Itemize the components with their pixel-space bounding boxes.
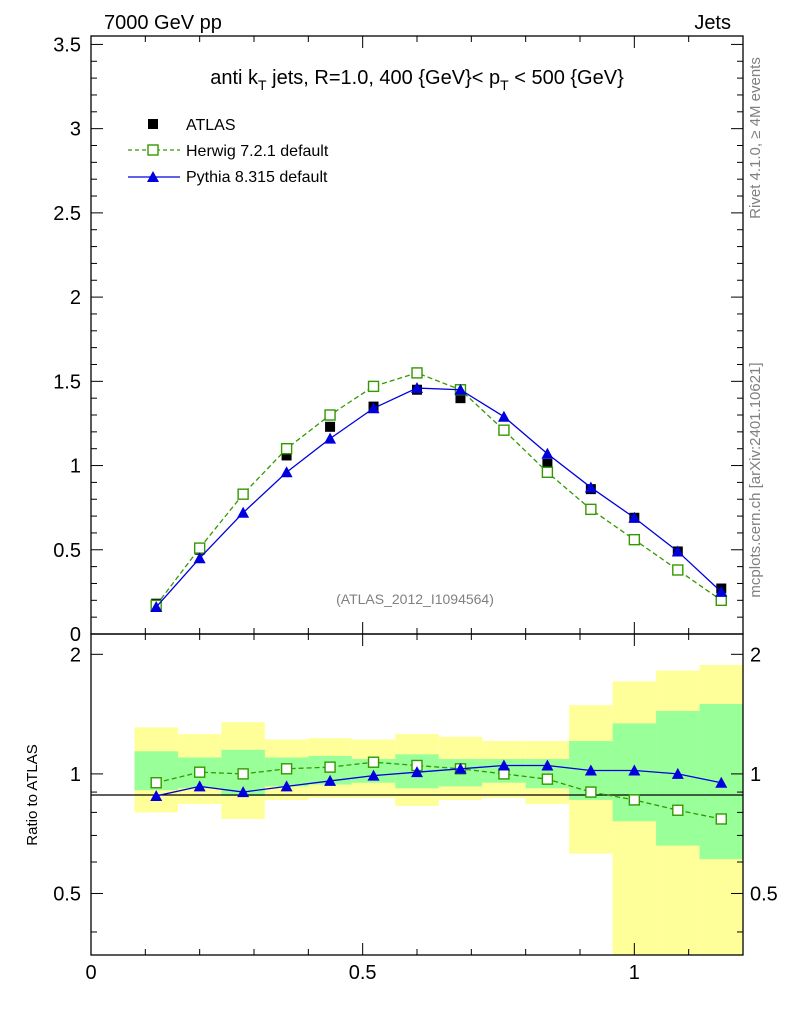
ratio-ytick-label-right: 0.5 [750, 883, 778, 905]
xtick-label: 1 [629, 962, 640, 984]
point-pythia [280, 780, 293, 792]
point-herwig [193, 766, 206, 778]
ratio-series [150, 756, 728, 825]
series-line-pythia [155, 387, 722, 608]
point-pythia [150, 789, 163, 801]
header-left: 7000 GeV pp [104, 12, 222, 34]
xtick-label: 0.5 [349, 962, 377, 984]
point-atlas [542, 458, 553, 469]
ratio-ytick-label-right: 2 [750, 644, 761, 666]
point-herwig [150, 777, 162, 789]
point-herwig [237, 488, 249, 500]
point-pythia [541, 447, 554, 459]
point-herwig [324, 409, 336, 421]
point-pythia [237, 506, 250, 518]
main-ytick-label: 2 [70, 287, 81, 309]
point-pythia [671, 545, 684, 557]
legend-marker-atlas [148, 119, 158, 129]
legend-label-atlas: ATLAS [186, 117, 236, 134]
point-pythia [150, 601, 163, 613]
point-pythia [367, 769, 380, 781]
point-atlas [325, 421, 336, 432]
point-pythia [628, 764, 641, 776]
main-ytick-label: 1.5 [53, 371, 81, 393]
ratio-ytick-label-left: 1 [70, 764, 81, 786]
series-line-herwig [156, 761, 722, 820]
point-herwig [324, 761, 336, 773]
point-herwig [367, 756, 380, 768]
axis-tick-labels: 00.511.522.533.50.5 0.51 12 20 0.5 1 [53, 34, 778, 984]
main-ytick-label: 1 [70, 456, 81, 478]
point-herwig [411, 367, 423, 379]
point-pythia [584, 481, 597, 493]
point-herwig [541, 773, 554, 785]
point-pythia [671, 767, 684, 779]
point-atlas [281, 450, 292, 461]
point-herwig [498, 424, 510, 436]
point-pythia [497, 410, 510, 422]
legend-marker-pythia [147, 171, 159, 182]
point-pythia [193, 780, 206, 792]
main-ytick-label: 0.5 [53, 540, 81, 562]
ratio-ytick-label-left: 0.5 [53, 883, 81, 905]
axis-ticks [90, 36, 744, 955]
point-herwig [541, 466, 554, 478]
point-pythia [715, 776, 728, 788]
series-line-pythia [156, 764, 722, 797]
point-atlas [455, 393, 466, 404]
rivet-label: Rivet 4.1.0, ≥ 4M events [747, 57, 764, 219]
series-line-herwig [155, 372, 722, 606]
point-pythia [367, 402, 380, 414]
point-herwig [628, 533, 641, 546]
point-pythia [324, 774, 337, 786]
point-pythia [628, 511, 641, 523]
ratio-ytick-label-right: 1 [750, 764, 761, 786]
mcplots-label: mcplots.cern.ch [arXiv:2401.10621] [747, 362, 764, 597]
point-herwig [672, 564, 684, 576]
point-herwig [280, 443, 293, 455]
point-herwig [280, 763, 293, 775]
point-pythia [497, 759, 510, 771]
point-pythia [541, 759, 554, 771]
point-herwig [628, 794, 641, 806]
point-pythia [324, 432, 337, 444]
chart-title: anti kT jets, R=1.0, 400 {GeV}< pT < 500… [210, 67, 624, 93]
ratio-ytick-label-left: 2 [70, 644, 81, 666]
point-pythia [193, 552, 206, 564]
xtick-label: 0 [85, 962, 96, 984]
point-pythia [454, 383, 467, 395]
legend-marker-herwig [147, 144, 159, 156]
point-herwig [585, 786, 597, 798]
point-herwig [193, 542, 206, 554]
point-herwig [237, 768, 249, 780]
main-series [150, 367, 728, 613]
point-pythia [584, 764, 597, 776]
point-pythia [715, 585, 728, 597]
point-pythia [454, 762, 467, 774]
point-herwig [715, 813, 727, 825]
main-ytick-label: 3.5 [53, 34, 81, 56]
point-herwig [672, 804, 684, 816]
header-right: Jets [694, 12, 731, 34]
ratio-bands [134, 664, 743, 955]
legend-label-pythia: Pythia 8.315 default [186, 169, 328, 186]
point-herwig [585, 503, 597, 516]
point-pythia [411, 766, 423, 778]
point-pythia [280, 466, 293, 478]
main-ytick-label: 2.5 [53, 203, 81, 225]
main-ytick-label: 0 [70, 624, 81, 646]
main-ytick-label: 3 [70, 119, 81, 141]
legend-label-herwig: Herwig 7.2.1 default [186, 143, 329, 160]
ratio-ylabel: Ratio to ATLAS [24, 744, 41, 845]
legend: ATLAS Herwig 7.2.1 default Pythia 8.315 … [128, 117, 329, 186]
analysis-watermark: (ATLAS_2012_I1094564) [336, 591, 494, 607]
point-herwig [367, 380, 380, 393]
point-pythia [411, 382, 423, 394]
point-pythia [237, 786, 250, 798]
